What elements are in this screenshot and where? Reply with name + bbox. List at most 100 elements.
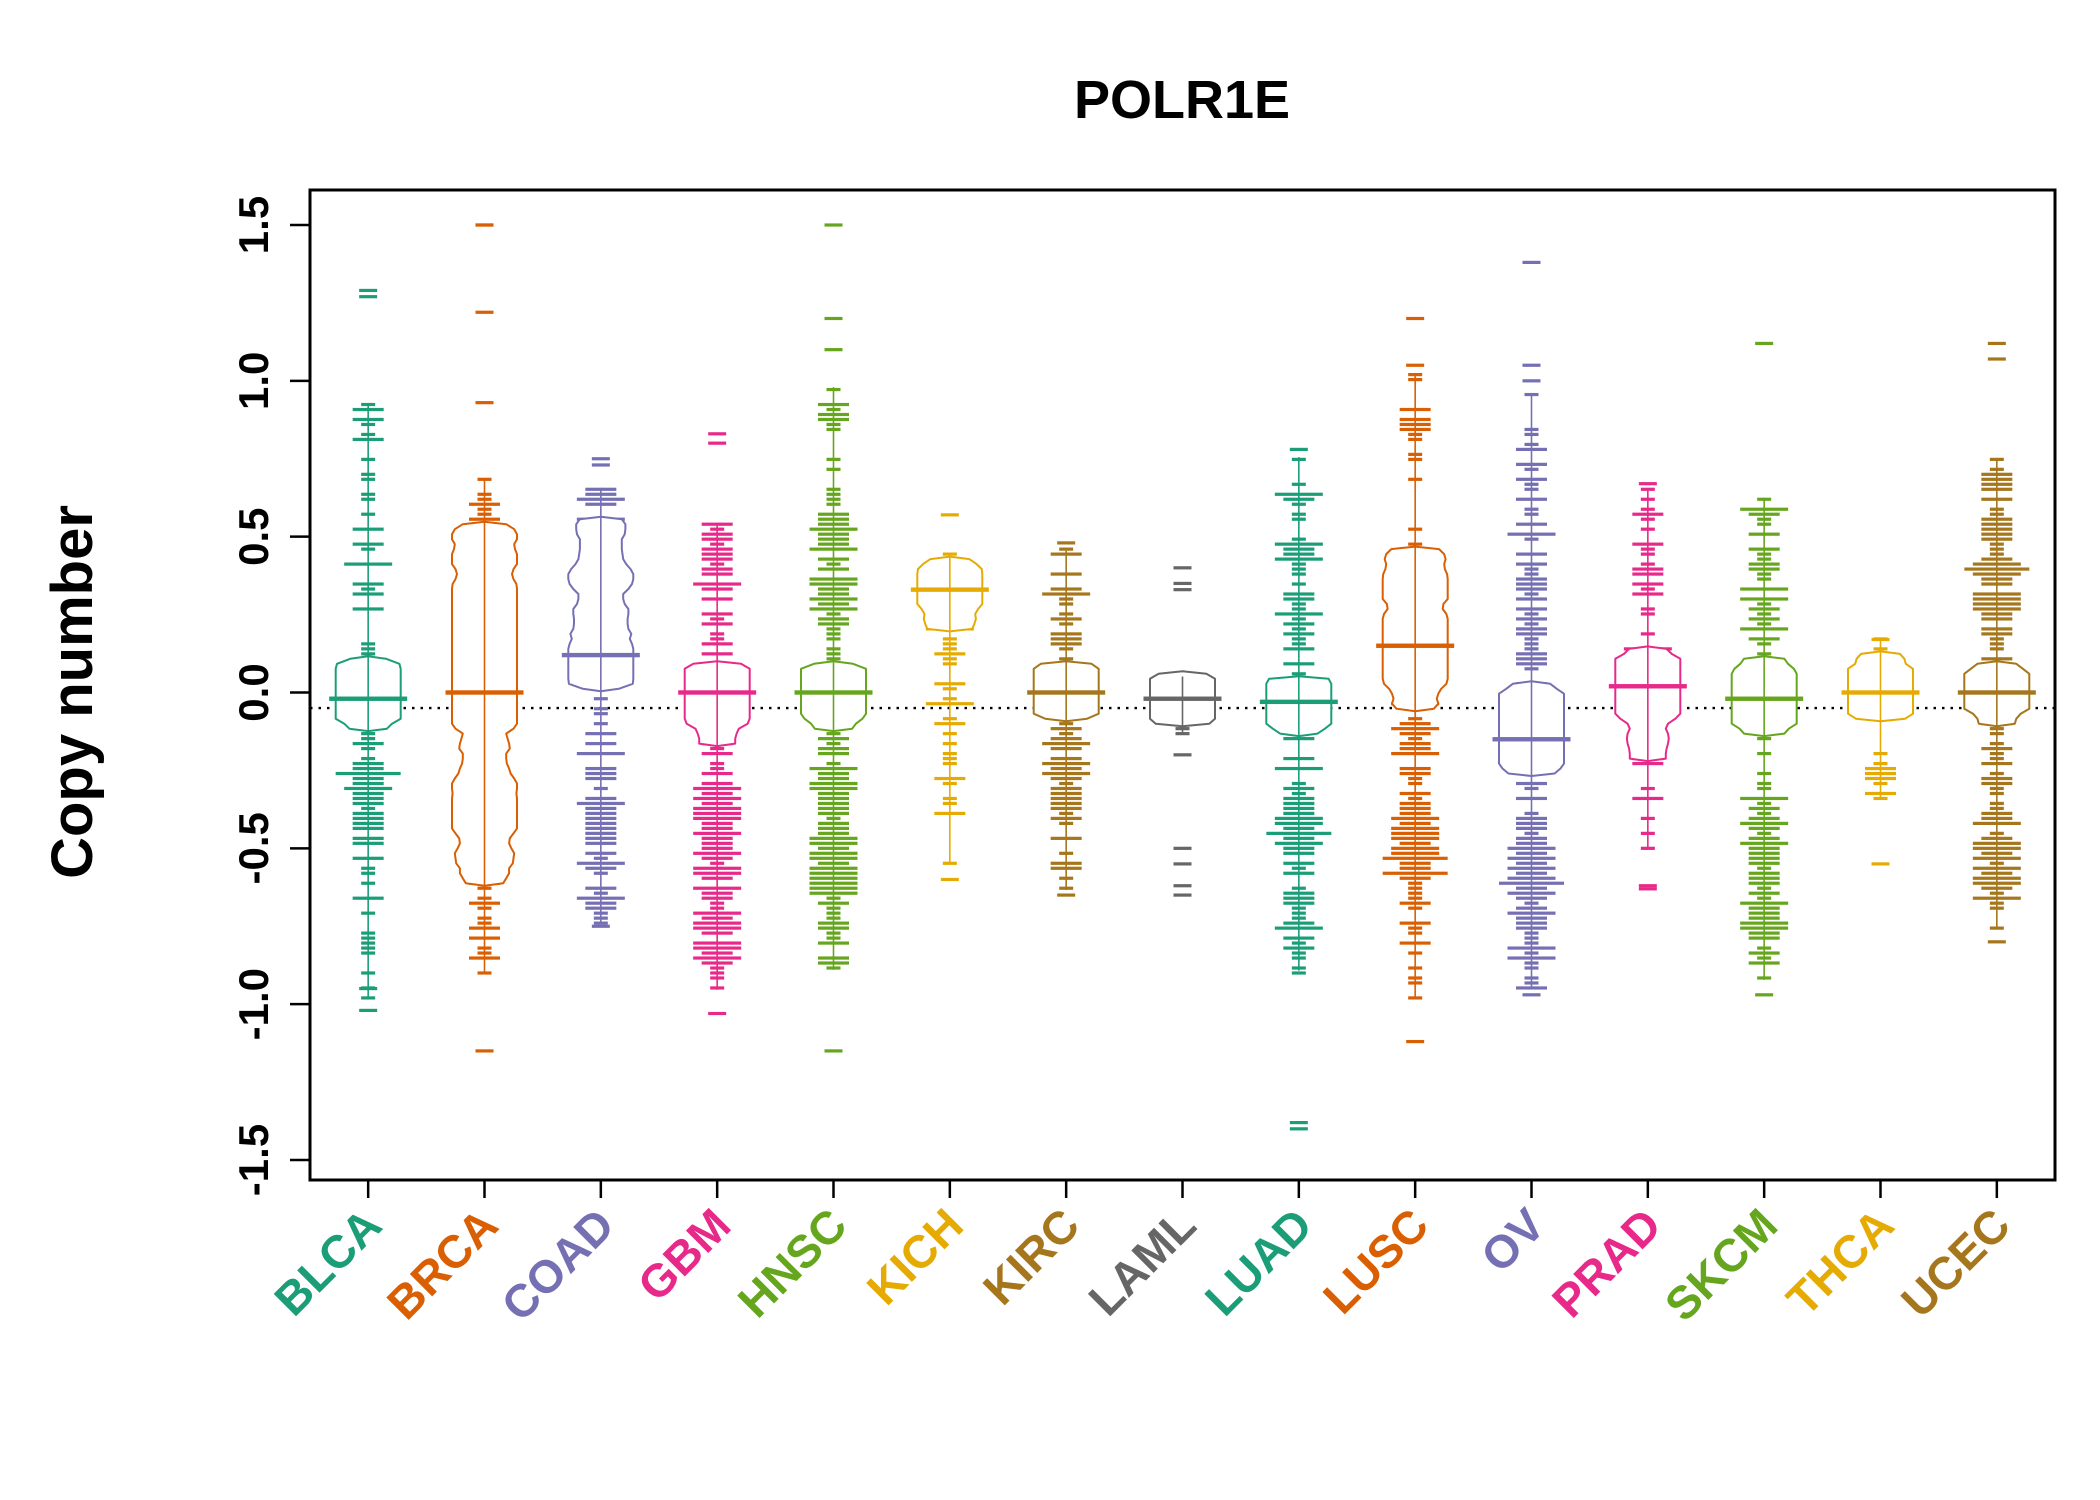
y-tick-label-text: -1.0 [230,968,277,1040]
y-tick-label-text: 0.0 [230,663,277,721]
x-tick-label-BRCA: BRCA [377,1198,508,1329]
bean-OV [1492,260,1571,997]
observation-dash [1640,846,1655,850]
outlier-dash [359,288,378,293]
x-tick-label-text: BRCA [377,1198,508,1329]
outlier-dash [1406,1039,1425,1044]
observation-dash [1408,996,1423,1000]
outlier-dash [1755,993,1774,997]
x-tick-label-OV: OV [1471,1198,1555,1282]
x-tick-label-UCEC: UCEC [1891,1198,2020,1327]
x-tick-label-GBM: GBM [628,1198,741,1311]
y-tick-label-text: -0.5 [230,812,277,884]
median-line [1957,690,2036,695]
x-tick-label-THCA: THCA [1776,1198,1903,1325]
x-tick-label-text: LUSC [1313,1198,1438,1323]
outlier-dash [591,463,610,467]
outlier-dash [1289,1127,1308,1131]
x-tick-label-text: OV [1471,1198,1555,1282]
observation-dash [593,921,608,925]
observation-dash [477,477,492,481]
outlier-dash [1173,862,1192,866]
bean-LUSC [1376,316,1455,1044]
outlier-dash [1173,884,1192,888]
bean-HNSC [794,223,873,1053]
y-tick-label: -1.0 [230,968,277,1040]
outlier-dash [1173,893,1192,897]
median-line [445,690,524,695]
median-line [910,587,989,592]
outlier-dash [940,877,959,882]
bean-KICH [910,513,989,882]
outlier-dash [1638,887,1657,891]
observation-dash [1989,457,2004,461]
x-tick-label-KICH: KICH [857,1198,973,1314]
bean-SKCM [1725,341,1804,997]
outlier-dash [475,310,494,314]
x-tick-label-text: HNSC [728,1198,857,1327]
outlier-dash [708,1011,727,1016]
y-tick-label: 1.0 [230,352,277,410]
outlier-dash [475,223,494,227]
observation-dash [1059,547,1074,551]
outlier-dash [1057,541,1076,545]
x-tick-label-KIRC: KIRC [973,1198,1089,1314]
beans-layer [329,223,2036,1131]
x-tick-label-text: KICH [857,1198,973,1314]
y-tick-label-text: -1.5 [230,1124,277,1196]
outlier-dash [1522,379,1541,383]
chart-title: POLR1E [1074,70,1290,130]
plot-box [308,188,2057,1182]
median-line [794,690,873,695]
outlier-dash [475,1049,494,1053]
bean-BRCA [445,223,524,1053]
outlier-dash [1871,862,1890,866]
outlier-dash [591,924,610,928]
outlier-dash [1057,893,1076,897]
outlier-dash [1173,581,1192,586]
bean-PRAD [1608,482,1687,891]
outlier-dash [1522,260,1541,264]
outlier-dash [1987,940,2006,944]
median-line [1608,684,1687,689]
median-line [1143,696,1222,701]
x-tick-label-LUAD: LUAD [1195,1198,1322,1325]
median-line [1376,643,1455,648]
outlier-dash [1638,482,1657,486]
outlier-dash [1173,846,1192,850]
outlier-dash [824,223,843,227]
y-tick-label-text: 0.5 [230,507,277,565]
outlier-dash [824,1049,843,1053]
median-line [1841,690,1920,695]
observation-dash [942,552,957,556]
outlier-dash [824,348,843,352]
y-tick-label: -0.5 [230,812,277,884]
outlier-dash [1173,566,1192,570]
y-axis-title-text: Copy number [40,505,105,879]
x-tick-label-text: BLCA [264,1198,391,1325]
bean-UCEC [1957,341,2036,944]
outlier-dash [1173,753,1192,757]
bean-BLCA [329,288,408,1012]
y-tick-label-text: 1.5 [230,196,277,254]
median-line [1027,690,1106,695]
outlier-dash [1987,341,2006,346]
x-tick-label-LAML: LAML [1078,1198,1205,1325]
outlier-dash [1406,316,1425,321]
bean-COAD [561,457,640,928]
observation-dash [942,861,957,865]
outlier-dash [940,513,959,517]
x-tick-label-LUSC: LUSC [1313,1198,1438,1323]
outlier-dash [1522,993,1541,997]
y-tick-label: -1.5 [230,1124,277,1196]
outlier-dash [1755,341,1774,346]
bean-THCA [1841,637,1920,866]
median-line [329,696,408,701]
x-tick-label-BLCA: BLCA [264,1198,391,1325]
outlier-dash [1522,363,1541,367]
bean-GBM [678,432,757,1016]
median-line [561,652,640,658]
observation-dash [361,402,376,407]
x-tick-label-COAD: COAD [491,1198,624,1331]
